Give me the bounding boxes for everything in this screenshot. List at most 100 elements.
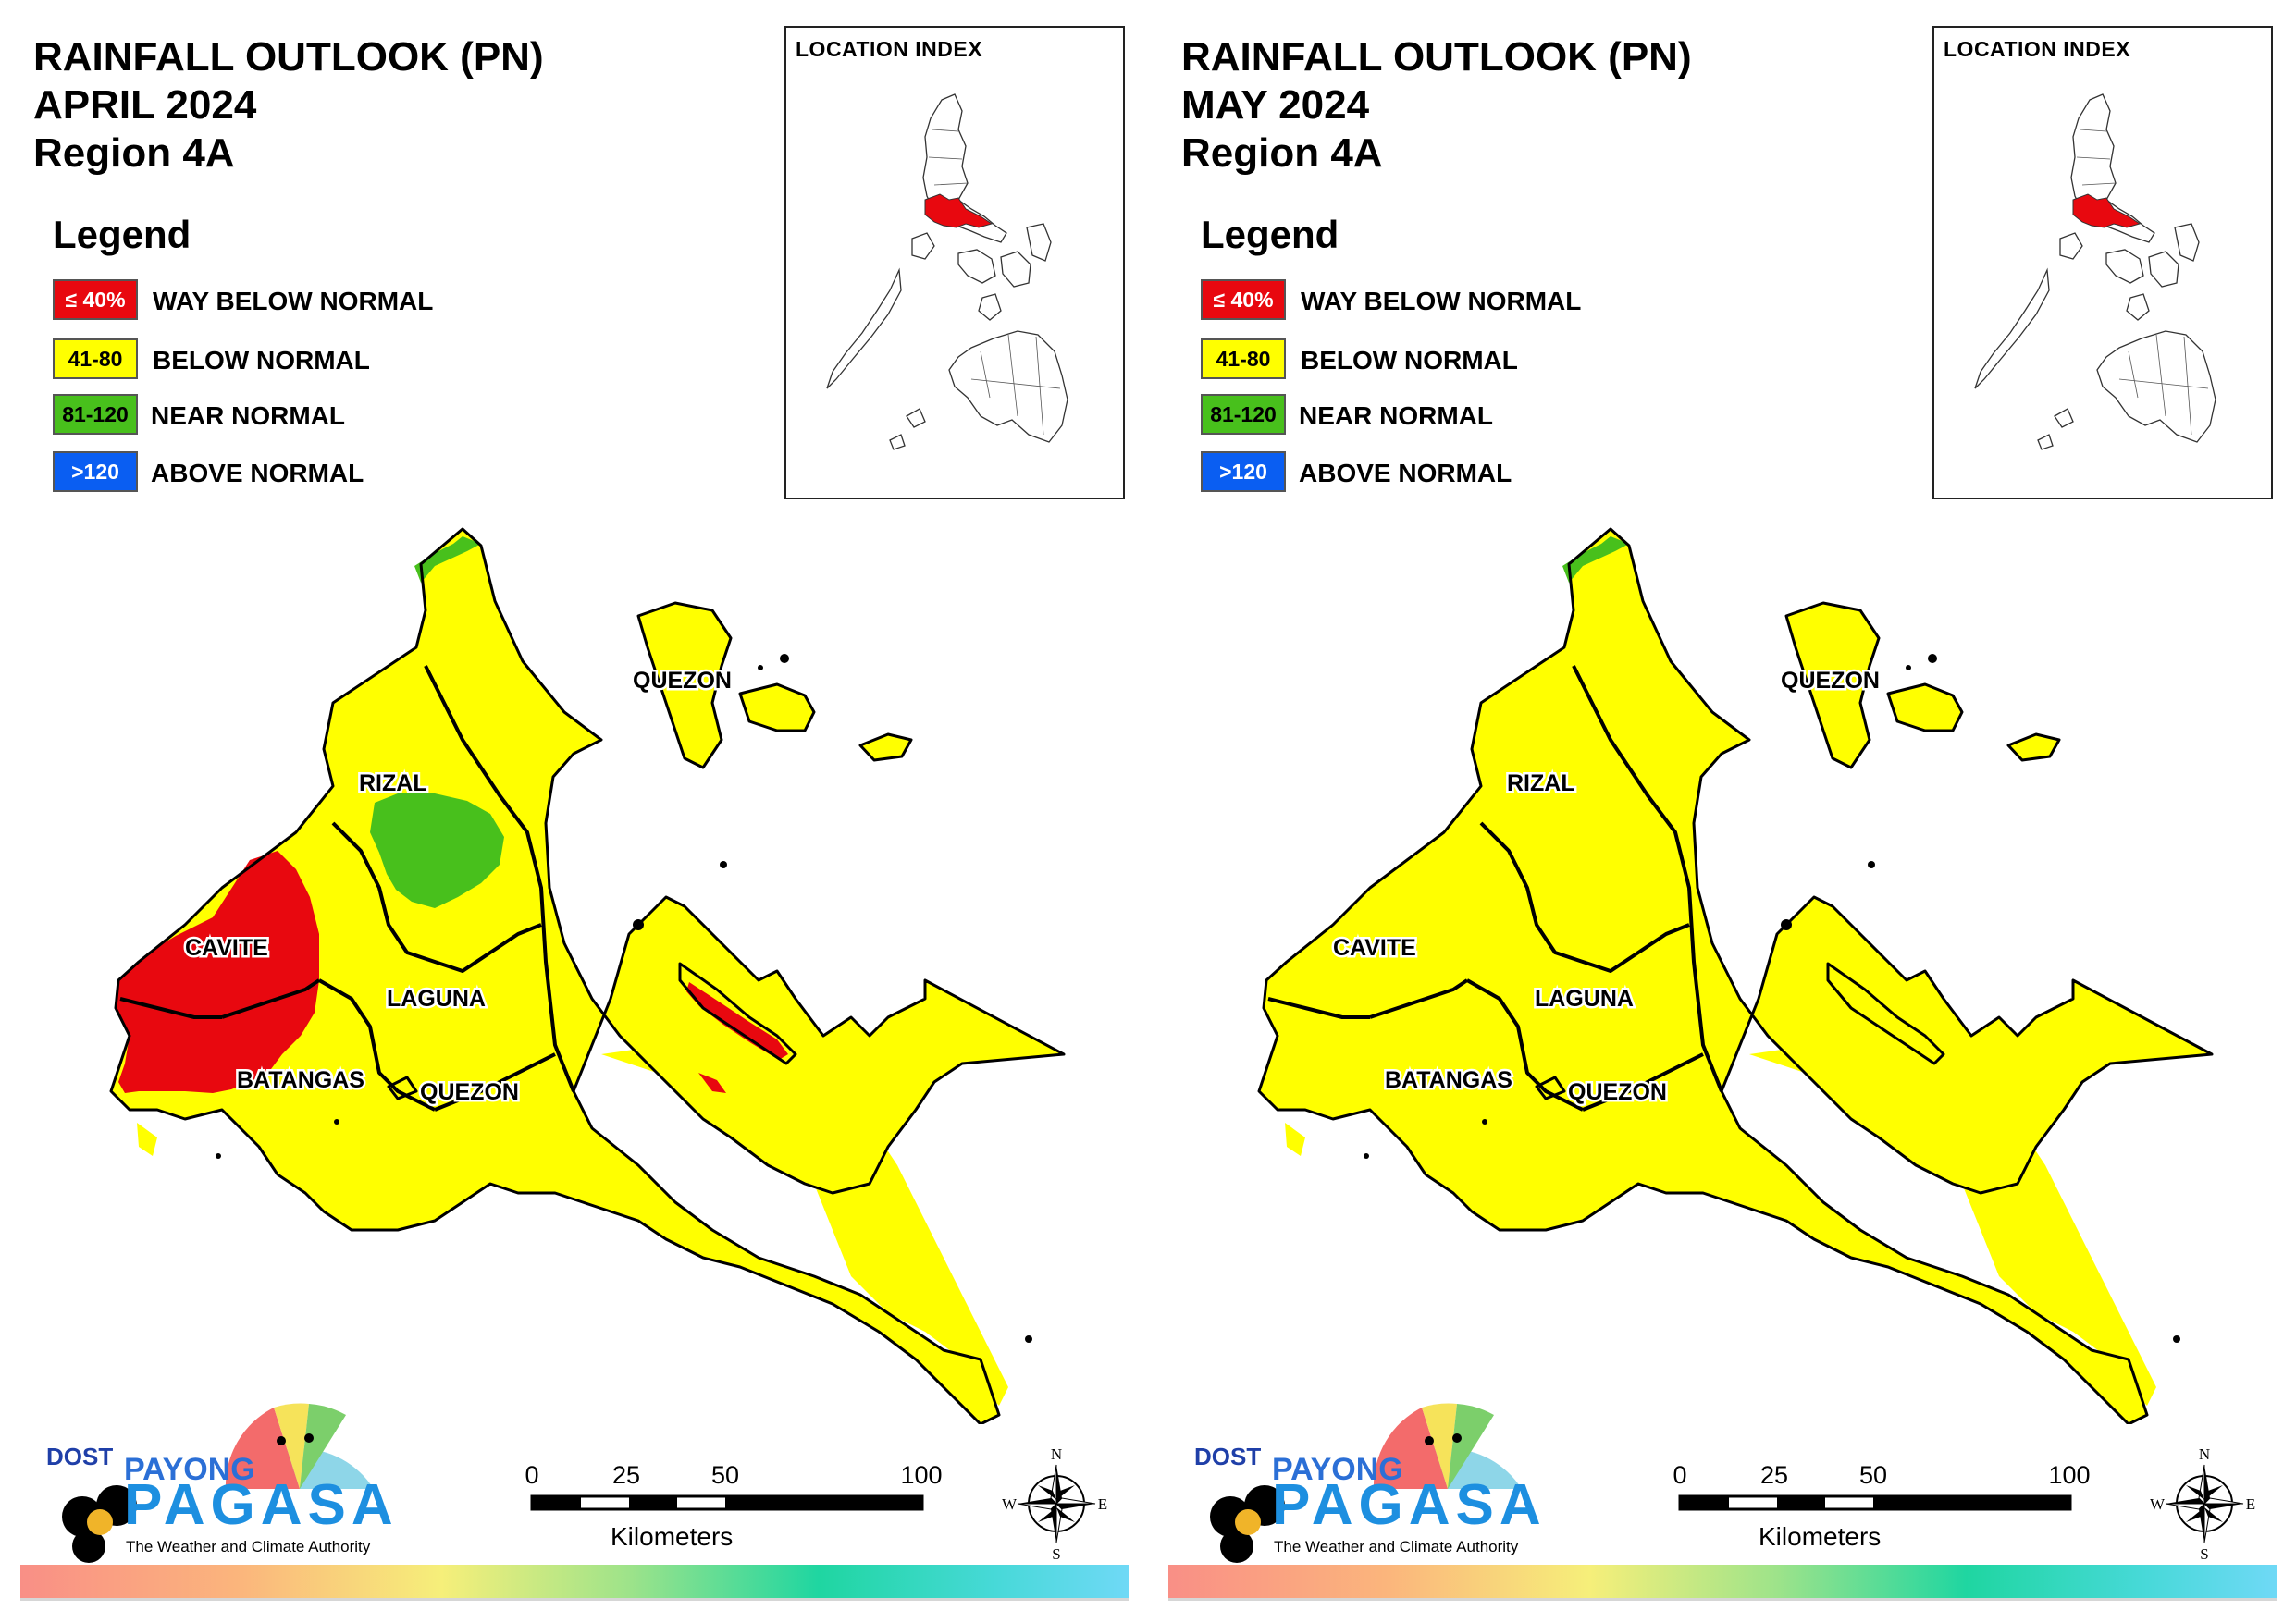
scale-tick-100: 100	[2048, 1461, 2091, 1489]
scale-bar: 0 25 50 100 Kilometers	[1666, 1461, 2092, 1563]
legend-swatch: 41-80	[1201, 338, 1286, 379]
compass-w: W	[1002, 1495, 1018, 1513]
map-title: RAINFALL OUTLOOK (PN) APRIL 2024 Region …	[33, 33, 544, 178]
legend-swatch: 81-120	[53, 394, 138, 435]
map-title: RAINFALL OUTLOOK (PN) MAY 2024 Region 4A	[1181, 33, 1692, 178]
label-quezon-south: QUEZON	[420, 1079, 519, 1105]
mindoro-island	[2059, 232, 2083, 260]
visayas-islands	[957, 249, 996, 284]
legend-label: BELOW NORMAL	[1301, 346, 1518, 375]
logo-payong: PAYONG	[124, 1452, 255, 1487]
legend-label: BELOW NORMAL	[153, 346, 370, 375]
region-4a-highlight	[924, 193, 994, 228]
legend-swatch: 41-80	[53, 338, 138, 379]
inset-title: LOCATION INDEX	[1944, 37, 2131, 61]
legend-swatch: ≤ 40%	[53, 279, 138, 320]
scale-tick-50: 50	[1858, 1461, 1888, 1489]
mindoro-island	[911, 232, 935, 260]
scale-tick-25: 25	[1759, 1461, 1789, 1489]
islets	[216, 654, 1032, 1343]
label-rizal: RIZAL	[1507, 770, 1575, 796]
title-line-1: RAINFALL OUTLOOK (PN)	[1181, 34, 1692, 80]
footer-gradient-bar	[20, 1565, 1129, 1598]
mindanao-island	[2096, 330, 2216, 443]
compass-rose-icon: N S E W	[1002, 1445, 1107, 1563]
logo-tagline: The Weather and Climate Authority	[126, 1538, 371, 1555]
scale-unit: Kilometers	[611, 1522, 734, 1551]
province-boundaries	[109, 527, 1066, 1424]
logo-dost: DOST	[46, 1443, 113, 1470]
label-rizal: RIZAL	[359, 770, 427, 796]
logo-dost: DOST	[1194, 1443, 1261, 1470]
compass-e: E	[2246, 1495, 2255, 1513]
legend-swatch: >120	[1201, 451, 1286, 492]
compass-rose-icon: N S E W	[2150, 1445, 2255, 1563]
legend-label: NEAR NORMAL	[151, 401, 345, 430]
payong-pagasa-logo: DOST PAYONG PAGASA The Weather and Clima…	[31, 1387, 401, 1572]
overlay-layer	[1562, 536, 1629, 583]
payong-pagasa-logo: DOST PAYONG PAGASA The Weather and Clima…	[1179, 1387, 1549, 1572]
label-quezon-south: QUEZON	[1568, 1079, 1667, 1105]
logo-pagasa: PAGASA	[1272, 1473, 1547, 1537]
scale-bar-graphic	[1678, 1494, 2072, 1511]
north-arrow-compass: N S E W	[2149, 1443, 2260, 1563]
scale-unit: Kilometers	[1759, 1522, 1882, 1551]
province-boundaries	[1257, 527, 2214, 1424]
footer-divider	[1168, 1598, 2277, 1601]
near-normal-north-tip	[414, 536, 481, 583]
palawan-island	[1974, 267, 2050, 389]
legend-swatch: >120	[53, 451, 138, 492]
title-line-3: Region 4A	[33, 130, 235, 176]
footer-gradient-bar	[1168, 1565, 2277, 1598]
label-laguna: LAGUNA	[1535, 986, 1634, 1012]
label-cavite: CAVITE	[1333, 935, 1416, 961]
legend-swatch: 81-120	[1201, 394, 1286, 435]
compass-s: S	[1052, 1545, 1060, 1563]
near-normal-north-tip	[1562, 536, 1629, 583]
title-line-2: MAY 2024	[1181, 82, 1370, 128]
scale-tick-0: 0	[1673, 1461, 1687, 1489]
compass-n: N	[2199, 1445, 2210, 1463]
compass-w: W	[2150, 1495, 2166, 1513]
logo-tagline: The Weather and Climate Authority	[1274, 1538, 1519, 1555]
region-4a-highlight	[2072, 193, 2142, 228]
scale-tick-0: 0	[525, 1461, 539, 1489]
scale-tick-50: 50	[710, 1461, 740, 1489]
location-index-inset: LOCATION INDEX	[784, 26, 1125, 499]
label-quezon-north: QUEZON	[1781, 668, 1880, 694]
compass-e: E	[1098, 1495, 1107, 1513]
philippines-locator-map	[1974, 93, 2216, 450]
near-normal-rizal-area	[370, 793, 504, 908]
label-quezon-north: QUEZON	[633, 668, 732, 694]
legend-title: Legend	[53, 213, 191, 256]
legend-label: WAY BELOW NORMAL	[153, 287, 434, 315]
label-laguna: LAGUNA	[387, 986, 486, 1012]
title-line-3: Region 4A	[1181, 130, 1383, 176]
location-index-inset: LOCATION INDEX	[1932, 26, 2273, 499]
scale-tick-100: 100	[900, 1461, 943, 1489]
below-normal-area	[1259, 529, 2212, 1424]
north-arrow-compass: N S E W	[1001, 1443, 1112, 1563]
way-below-normal-strip	[686, 982, 788, 1060]
islets	[1364, 654, 2180, 1343]
pagasa-umbrella-icon: DOST PAYONG PAGASA The Weather and Clima…	[46, 1403, 393, 1563]
mindanao-island	[948, 330, 1068, 443]
scale-tick-25: 25	[611, 1461, 641, 1489]
inset-title: LOCATION INDEX	[796, 37, 983, 61]
way-below-normal-cavite	[116, 851, 319, 1093]
label-batangas: BATANGAS	[237, 1067, 364, 1093]
title-line-2: APRIL 2024	[33, 82, 257, 128]
region-4a-map: QUEZON RIZAL CAVITE LAGUNA BATANGAS QUEZ…	[1257, 527, 2214, 1424]
region-4a-map: QUEZON RIZAL CAVITE LAGUNA BATANGAS QUEZ…	[109, 527, 1066, 1424]
title-line-1: RAINFALL OUTLOOK (PN)	[33, 34, 544, 80]
logo-payong: PAYONG	[1272, 1452, 1403, 1487]
legend-title: Legend	[1201, 213, 1339, 256]
legend-label: NEAR NORMAL	[1299, 401, 1493, 430]
compass-n: N	[1051, 1445, 1062, 1463]
label-cavite: CAVITE	[185, 935, 268, 961]
legend-label: ABOVE NORMAL	[151, 459, 364, 487]
way-below-normal-coast	[698, 1073, 726, 1093]
legend-label: WAY BELOW NORMAL	[1301, 287, 1582, 315]
scale-bar-graphic	[530, 1494, 924, 1511]
april-2024-panel: RAINFALL OUTLOOK (PN) APRIL 2024 Region …	[20, 26, 1129, 1601]
